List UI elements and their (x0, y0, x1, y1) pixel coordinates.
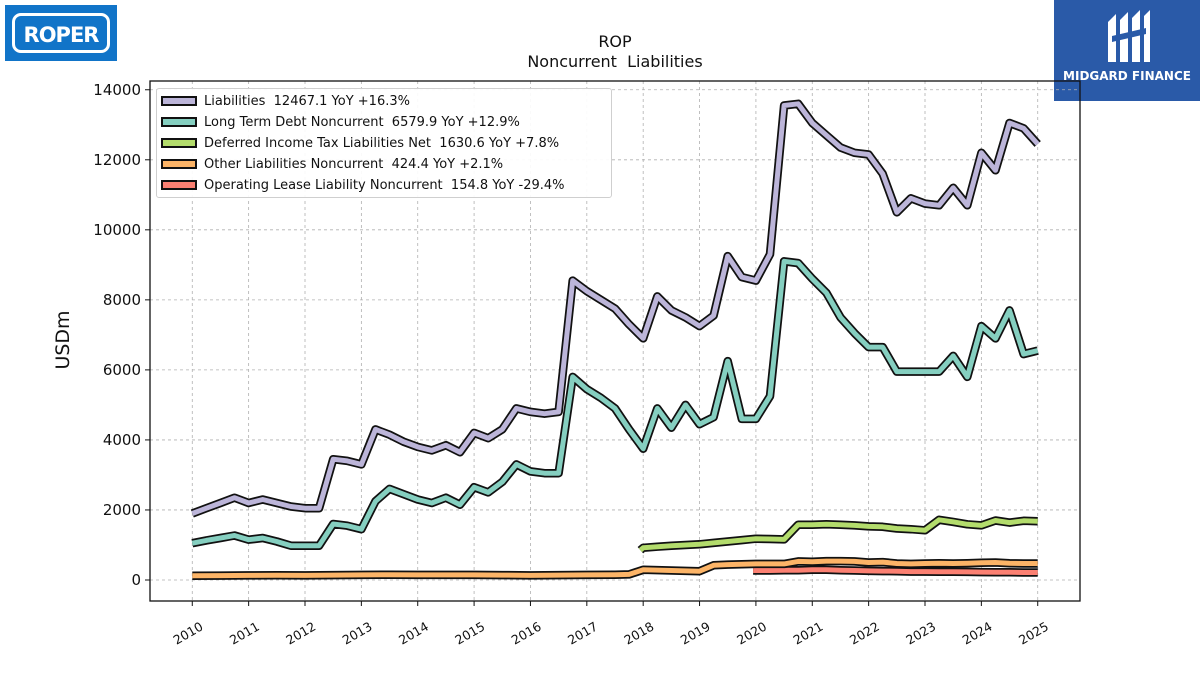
chart-subtitle: Noncurrent Liabilities (527, 52, 702, 71)
x-tick-label: 2017 (565, 619, 600, 648)
midgard-finance-logo-text: MIDGARD FINANCE (1063, 69, 1191, 83)
legend-swatch-other-liabilities (161, 159, 197, 169)
x-tick-label: 2024 (960, 619, 995, 648)
y-tick-label: 4000 (103, 431, 141, 449)
legend-label-other-liabilities: Other Liabilities Noncurrent 424.4 YoY +… (204, 156, 504, 172)
chart-legend: Liabilities 12467.1 YoY +16.3% Long Term… (156, 88, 612, 198)
legend-swatch-operating-lease (161, 180, 197, 190)
x-tick-label: 2022 (847, 619, 882, 648)
legend-swatch-long-term-debt (161, 117, 197, 127)
legend-label-operating-lease: Operating Lease Liability Noncurrent 154… (204, 177, 565, 193)
roper-logo-text: ROPER (23, 23, 100, 47)
legend-item-operating-lease: Operating Lease Liability Noncurrent 154… (161, 177, 565, 193)
x-tick-label: 2023 (903, 619, 938, 648)
x-tick-label: 2011 (227, 619, 262, 648)
roper-logo-badge: ROPER (12, 13, 110, 53)
legend-item-deferred-tax: Deferred Income Tax Liabilities Net 1630… (161, 135, 559, 151)
x-tick-label: 2021 (790, 619, 825, 648)
series-liabilities (190, 99, 1041, 518)
legend-swatch-liabilities (161, 96, 197, 106)
y-axis-label: USDm (52, 310, 74, 369)
series-line-deferred-tax (638, 517, 1038, 553)
y-tick-label: 14000 (93, 81, 141, 99)
midgard-finance-logo-mark (1108, 10, 1150, 62)
roper-logo: ROPER (5, 5, 117, 61)
legend-item-liabilities: Liabilities 12467.1 YoY +16.3% (161, 93, 410, 109)
y-tick-label: 0 (131, 571, 141, 589)
y-tick-label: 8000 (103, 291, 141, 309)
x-axis-ticks: 2010 2011 2012 2013 2014 2015 2016 2017 2018 2019… (170, 601, 1051, 648)
x-tick-label: 2013 (340, 619, 375, 648)
plot-frame (149, 80, 1081, 602)
legend-swatch-deferred-tax (161, 138, 197, 148)
y-tick-label: 6000 (103, 361, 141, 379)
legend-label-long-term-debt: Long Term Debt Noncurrent 6579.9 YoY +12… (204, 114, 520, 130)
series-line-liabilities (191, 101, 1040, 516)
x-tick-label: 2018 (621, 619, 656, 648)
x-tick-label: 2019 (678, 619, 713, 648)
y-axis-ticks: 0 2000 4000 6000 8000 10000 12000 14000 (93, 81, 150, 589)
series-other-liabilities (192, 556, 1038, 581)
series-deferred-tax (637, 515, 1038, 554)
legend-label-deferred-tax: Deferred Income Tax Liabilities Net 1630… (204, 135, 560, 151)
series-line-other-liabilities (192, 558, 1038, 579)
y-tick-label: 10000 (93, 221, 141, 239)
x-tick-label: 2014 (396, 619, 431, 648)
x-tick-label: 2016 (509, 619, 544, 648)
legend-item-long-term-debt: Long Term Debt Noncurrent 6579.9 YoY +12… (161, 114, 520, 130)
y-tick-label: 12000 (93, 151, 141, 169)
midgard-finance-logo: MIDGARD FINANCE (1054, 0, 1200, 101)
x-tick-label: 2012 (283, 619, 318, 648)
series-line-operating-lease (753, 567, 1038, 575)
series-operating-lease (753, 565, 1038, 577)
chart-title: ROP (598, 32, 632, 51)
legend-label-liabilities: Liabilities 12467.1 YoY +16.3% (204, 93, 410, 109)
y-tick-label: 2000 (103, 501, 141, 519)
series-long-term-debt (191, 257, 1039, 550)
series-line-long-term-debt (191, 258, 1039, 549)
x-tick-label: 2010 (170, 619, 205, 648)
x-tick-label: 2015 (452, 619, 487, 648)
series-layer (190, 99, 1041, 581)
x-tick-label: 2025 (1016, 619, 1051, 648)
legend-item-other-liabilities: Other Liabilities Noncurrent 424.4 YoY +… (161, 156, 503, 172)
x-tick-label: 2020 (734, 619, 769, 648)
